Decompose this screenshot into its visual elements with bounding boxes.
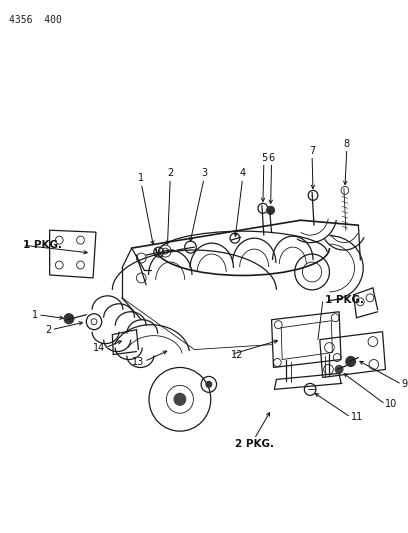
Text: 10: 10: [386, 399, 398, 409]
Text: 1: 1: [138, 173, 144, 183]
Text: 6: 6: [268, 152, 275, 163]
Text: 2: 2: [167, 168, 173, 179]
Text: 1: 1: [32, 310, 38, 320]
Text: 13: 13: [132, 357, 144, 367]
Text: 4356  400: 4356 400: [9, 15, 62, 25]
Text: 1 PKG.: 1 PKG.: [325, 295, 364, 305]
Text: 3: 3: [201, 168, 207, 179]
Text: 7: 7: [309, 146, 315, 156]
Circle shape: [335, 366, 343, 374]
Text: 9: 9: [402, 379, 408, 390]
Text: 11: 11: [351, 412, 363, 422]
Text: 12: 12: [231, 350, 244, 360]
Circle shape: [346, 357, 355, 367]
Circle shape: [174, 393, 186, 405]
Text: 2 PKG.: 2 PKG.: [235, 439, 274, 449]
Text: 8: 8: [344, 139, 350, 149]
Text: 5: 5: [261, 152, 267, 163]
Text: 1 PKG.: 1 PKG.: [22, 240, 62, 250]
Circle shape: [206, 382, 212, 387]
Text: 4: 4: [239, 168, 246, 179]
Circle shape: [64, 314, 74, 324]
Text: 14: 14: [93, 343, 106, 352]
Text: 2: 2: [45, 325, 51, 335]
Circle shape: [267, 206, 275, 214]
